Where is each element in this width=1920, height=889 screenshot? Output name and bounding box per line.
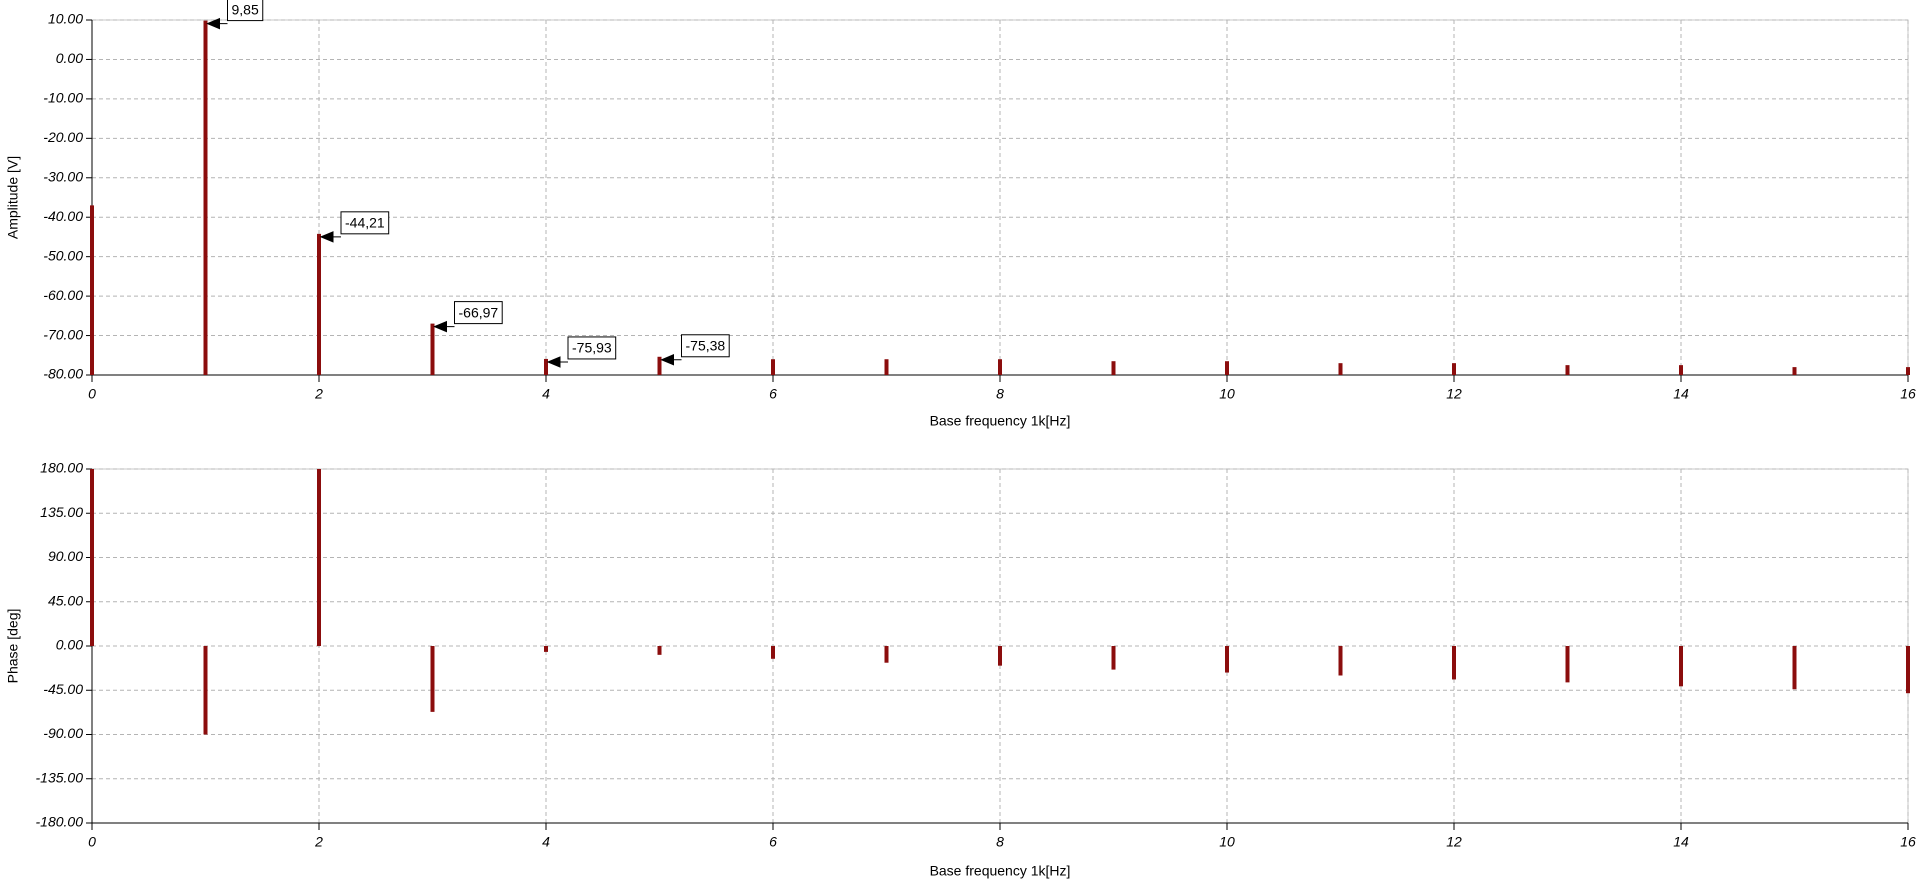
x-tick-label: 4 (542, 834, 550, 850)
callout-box (681, 334, 730, 358)
y-tick-label: -90.00 (43, 725, 83, 741)
x-tick-label: 14 (1673, 834, 1689, 850)
value-label: -44,21 (345, 215, 385, 231)
callout-arrow (319, 231, 341, 243)
y-axis-title: Phase [deg] (5, 609, 21, 684)
callout-box (567, 336, 617, 360)
value-label: -75,93 (572, 340, 612, 356)
callout-box (340, 211, 390, 235)
y-tick-label: 10.00 (48, 11, 83, 27)
y-tick-label: -80.00 (43, 366, 83, 382)
x-tick-label: 4 (542, 386, 550, 402)
chart-panel: 10.00 0.00 -10.00 -20.00 -30.00 -40.00 -50.00 -… (5, 0, 1916, 429)
y-tick-label: 90.00 (48, 548, 83, 564)
y-tick-label: -135.00 (36, 769, 84, 785)
callout-arrow (433, 320, 455, 333)
y-tick-label: -20.00 (43, 129, 83, 145)
x-tick-label: 8 (996, 386, 1004, 402)
x-tick-label: 12 (1446, 386, 1462, 402)
x-tick-label: 2 (314, 386, 323, 402)
x-tick-label: 6 (769, 386, 777, 402)
y-tick-label: 0.00 (56, 637, 83, 653)
x-tick-label: 8 (996, 834, 1004, 850)
x-axis-title: Base frequency 1k[Hz] (930, 863, 1071, 879)
y-tick-label: -70.00 (43, 326, 83, 342)
x-tick-label: 10 (1219, 834, 1235, 850)
x-tick-label: 10 (1219, 386, 1235, 402)
x-tick-label: 6 (769, 834, 777, 850)
y-tick-label: 135.00 (40, 504, 83, 520)
y-tick-label: -40.00 (43, 208, 83, 224)
y-tick-label: -10.00 (43, 90, 83, 106)
x-tick-label: 16 (1900, 834, 1916, 850)
x-tick-label: 0 (88, 834, 96, 850)
value-label: -66,97 (459, 304, 499, 320)
callout-box (454, 301, 503, 325)
callout-arrow (546, 356, 568, 368)
y-tick-label: -50.00 (43, 247, 83, 263)
x-tick-label: 12 (1446, 834, 1462, 850)
y-tick-label: 0.00 (56, 50, 83, 66)
y-tick-label: -180.00 (36, 814, 84, 830)
callout-arrow (660, 354, 682, 366)
y-tick-label: -30.00 (43, 168, 83, 184)
x-tick-label: 2 (314, 834, 323, 850)
callout-arrow (206, 17, 228, 30)
y-tick-label: 180.00 (40, 460, 83, 476)
x-axis-title: Base frequency 1k[Hz] (930, 413, 1071, 429)
value-label: 9,85 (232, 1, 259, 17)
x-tick-label: 16 (1900, 386, 1916, 402)
x-tick-label: 0 (88, 386, 96, 402)
chart-panel: 180.00 135.00 90.00 45.00 0.00 -45.00 -90.00 -1… (5, 460, 1916, 879)
callout-box (227, 0, 264, 22)
y-axis-title: Amplitude [V] (5, 156, 21, 239)
value-label: -75,38 (686, 337, 726, 353)
y-tick-label: 45.00 (48, 592, 83, 608)
x-tick-label: 14 (1673, 386, 1689, 402)
y-tick-label: -60.00 (43, 287, 83, 303)
y-tick-label: -45.00 (43, 681, 83, 697)
